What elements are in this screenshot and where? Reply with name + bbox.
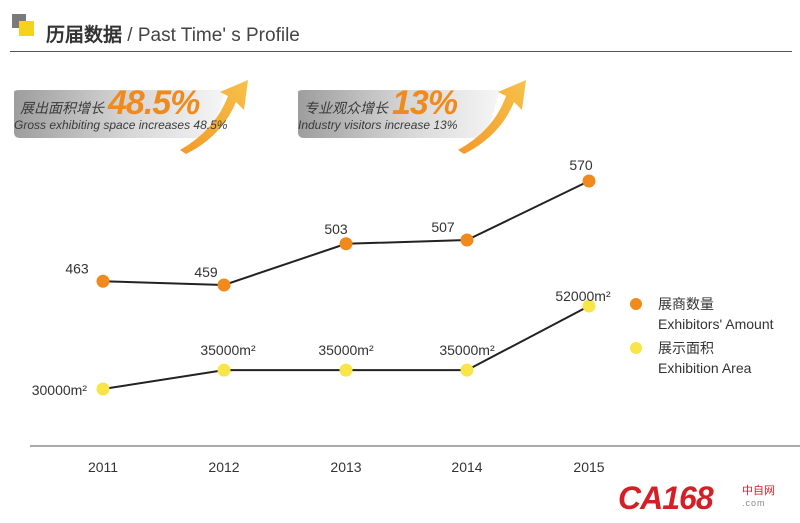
- data-label-series-1-2013: 35000m²: [318, 342, 374, 358]
- x-axis-tick-labels: 2011 2012 2013 2014 2015: [88, 459, 605, 475]
- banner-1-background: [14, 80, 248, 154]
- banner-2-zh: 专业观众增长: [304, 101, 388, 117]
- legend-label-zh: 展示面积: [658, 341, 714, 357]
- data-label-series-1-2014: 35000m²: [439, 342, 495, 358]
- banner-2-big: 13%: [392, 84, 458, 122]
- banner-2-background: [298, 80, 526, 154]
- legend-label-zh: 展商数量: [658, 297, 714, 313]
- series-group: 463 459 503 507 570 30000m² 35000m² 35000m² 3500…: [32, 157, 611, 398]
- watermark-main: CA168: [618, 480, 714, 516]
- data-point-series-0-2012: [217, 278, 231, 292]
- data-label-series-1-2015: 52000m²: [555, 288, 611, 304]
- page-title: 历届数据 / Past Time' s Profile: [46, 20, 300, 47]
- data-point-series-1-2014: [460, 363, 474, 377]
- banner-2-en: Industry visitors increase 13%: [298, 118, 458, 132]
- data-label-series-0-2011: 463: [65, 260, 89, 276]
- title-en: / Past Time' s Profile: [122, 25, 300, 46]
- x-tick-label-2015: 2015: [573, 459, 604, 475]
- title-zh: 历届数据: [46, 24, 123, 46]
- legend-dot-orange-icon: [630, 298, 642, 310]
- data-point-series-1-2012: [217, 363, 231, 377]
- data-label-series-0-2012: 459: [194, 264, 218, 280]
- logo-mark-icon: [12, 14, 36, 38]
- header-divider: [10, 51, 792, 52]
- x-tick-label-2011: 2011: [88, 459, 118, 475]
- data-point-series-0-2014: [460, 233, 474, 247]
- data-label-series-1-2011: 30000m²: [32, 382, 88, 398]
- x-tick-label-2013: 2013: [330, 459, 361, 475]
- x-tick-label-2012: 2012: [208, 459, 239, 475]
- watermark-url: .com: [742, 498, 766, 508]
- data-point-series-0-2015: [582, 174, 596, 188]
- banner-1-en: Gross exhibiting space increases 48.5%: [14, 118, 228, 132]
- banner-1-zh: 展出面积增长: [20, 101, 104, 117]
- x-tick-label-2014: 2014: [451, 459, 482, 475]
- data-point-series-0-2013: [339, 237, 353, 251]
- data-point-series-1-2015: [582, 299, 596, 313]
- data-label-series-0-2013: 503: [324, 221, 348, 237]
- watermark-zh: 中自网: [742, 484, 775, 497]
- data-point-series-1-2011: [96, 382, 110, 396]
- header: 历届数据 / Past Time' s Profile: [10, 10, 790, 50]
- watermark-logo: CA168 中自网 .com: [618, 478, 798, 518]
- legend-label-en: Exhibition Area: [658, 360, 752, 376]
- data-label-series-0-2014: 507: [431, 219, 455, 235]
- data-point-series-1-2013: [339, 363, 353, 377]
- data-label-series-0-2015: 570: [569, 157, 593, 173]
- legend-label-en: Exhibitors' Amount: [658, 316, 774, 332]
- data-label-series-1-2012: 35000m²: [200, 342, 256, 358]
- banner-1-big: 48.5%: [108, 84, 200, 122]
- data-point-series-0-2011: [96, 274, 110, 288]
- legend-dot-yellow-icon: [630, 342, 642, 354]
